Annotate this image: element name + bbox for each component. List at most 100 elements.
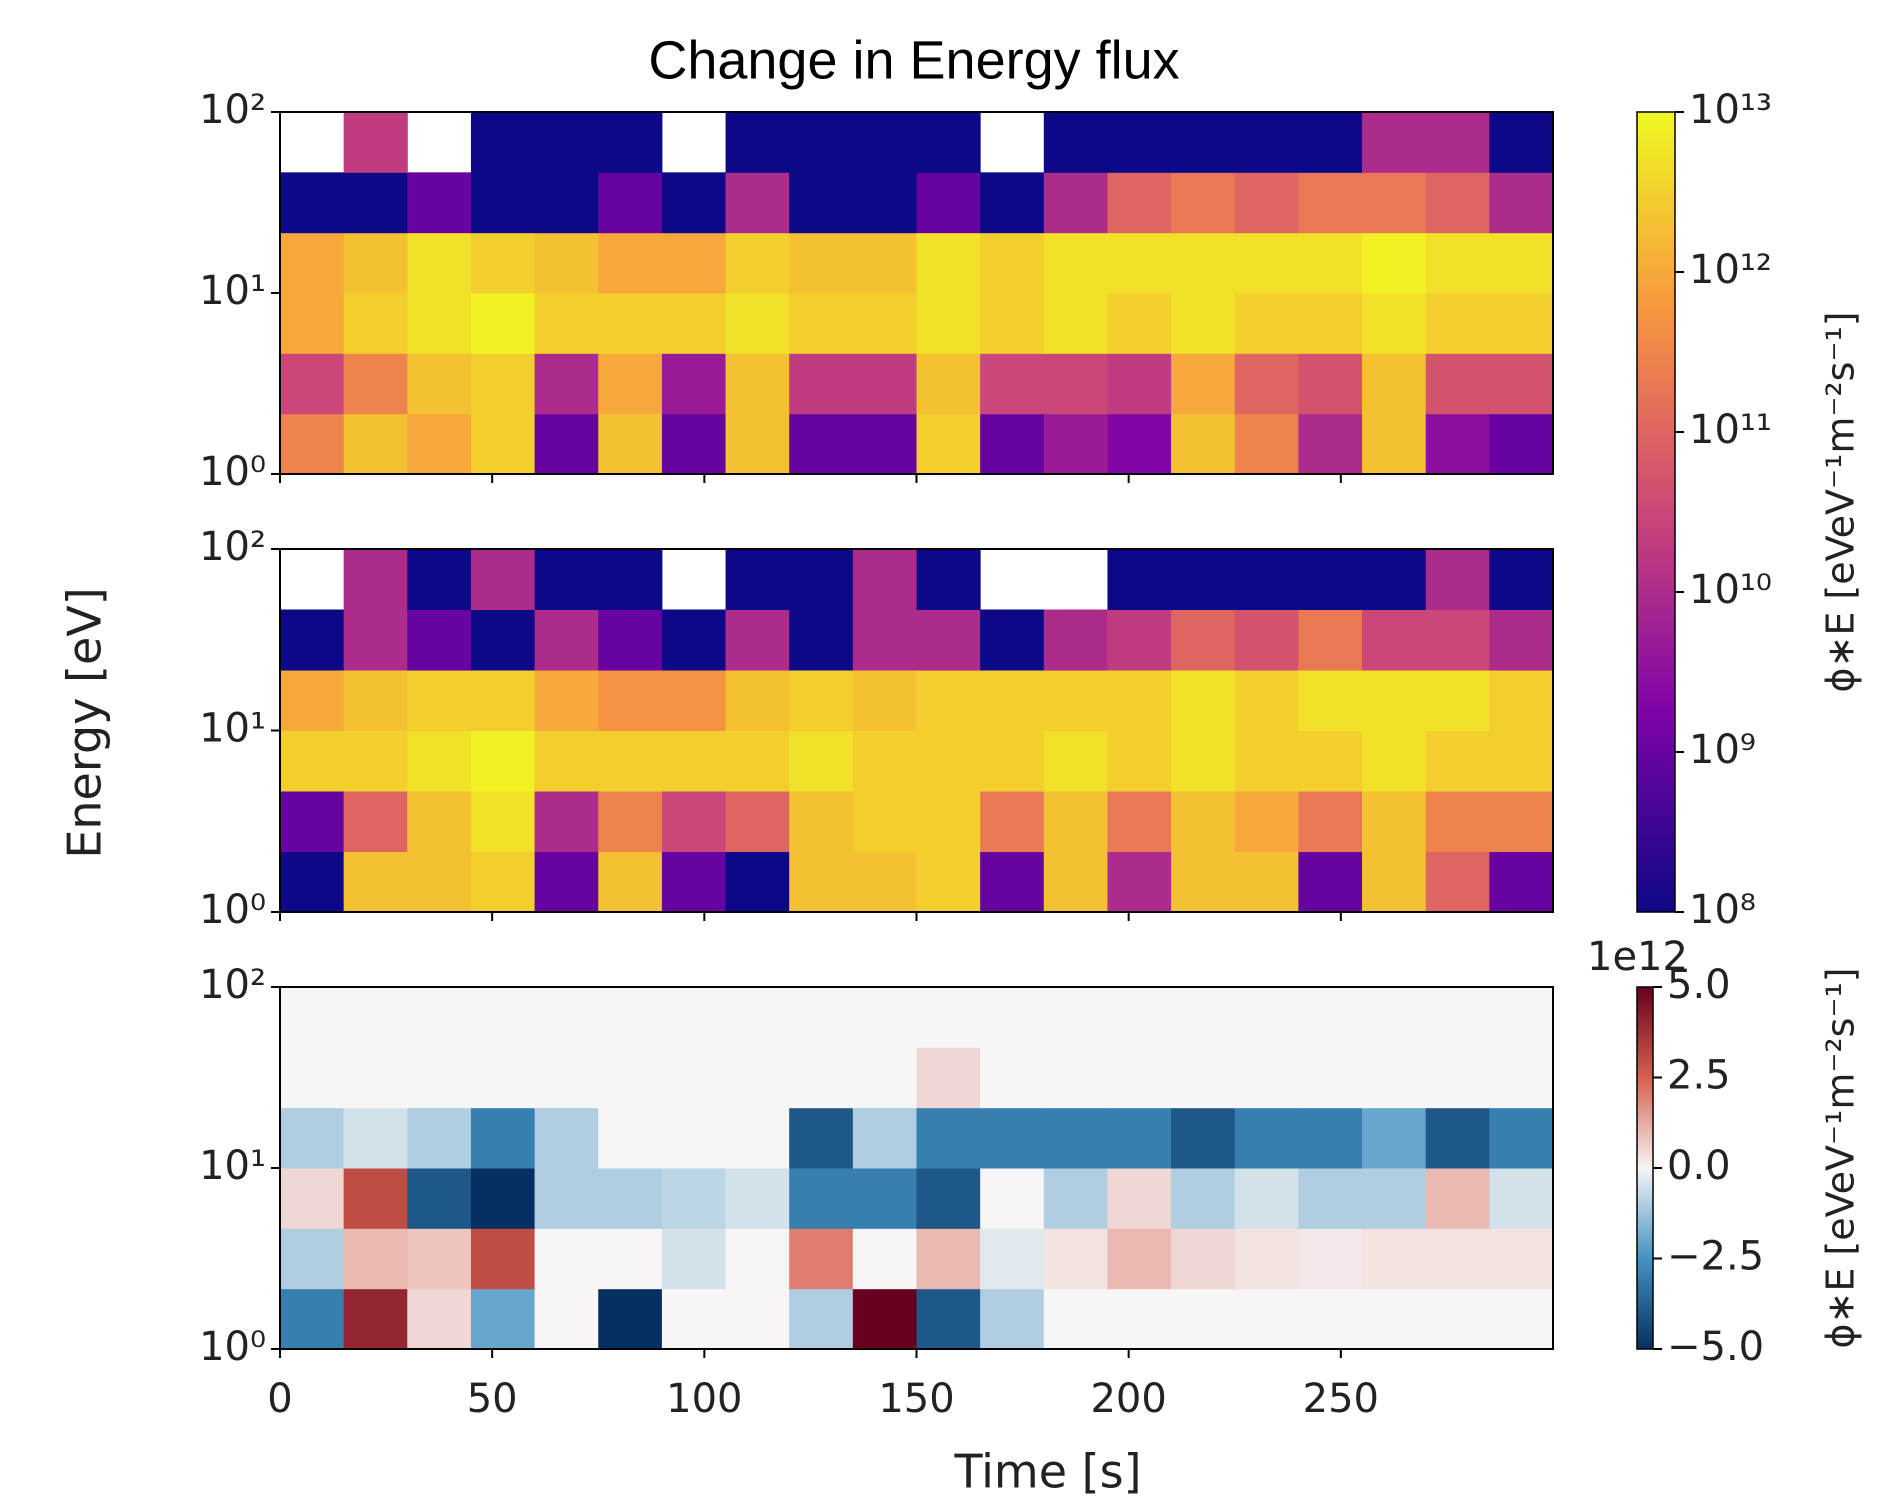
heat-cell xyxy=(407,293,472,354)
heat-cell xyxy=(1043,730,1108,792)
heat-cell xyxy=(980,1047,1045,1109)
colorbar-tick-label: 10¹¹ xyxy=(1689,407,1772,453)
heat-cell xyxy=(661,172,727,234)
heat-cell xyxy=(598,851,663,913)
colorbar-label: ϕ∗E [eVeV⁻¹m⁻²s⁻¹] xyxy=(1819,967,1863,1348)
heat-cell xyxy=(980,670,1045,731)
y-tick-label: 10² xyxy=(199,962,266,1008)
heat-cell xyxy=(1425,1228,1490,1290)
heat-cell xyxy=(661,1168,727,1229)
heat-cell xyxy=(1362,293,1427,354)
y-tick-label: 10² xyxy=(199,524,266,570)
heat-cell xyxy=(725,1168,790,1229)
heat-cell xyxy=(789,851,854,913)
heat-cell xyxy=(534,851,599,913)
heat-cell xyxy=(1362,1047,1427,1109)
heat-cell xyxy=(598,987,663,1048)
heat-cell xyxy=(598,790,663,853)
heat-cell xyxy=(534,1168,599,1229)
heat-cell xyxy=(725,730,790,792)
heat-cell xyxy=(1298,549,1363,610)
heat-cell xyxy=(661,790,727,853)
heat-cell xyxy=(661,353,727,415)
heat-cell xyxy=(1298,1107,1363,1169)
heat-cell xyxy=(1298,987,1363,1048)
heat-cell xyxy=(1425,730,1490,792)
heat-cell xyxy=(661,1107,727,1169)
heat-cell xyxy=(280,353,345,415)
heat-cell xyxy=(470,353,536,415)
heat-cell xyxy=(661,851,727,913)
heat-cell xyxy=(1107,987,1172,1048)
heat-cell xyxy=(534,987,599,1048)
heat-cell xyxy=(1043,609,1108,671)
colorbar-label: ϕ∗E [eVeV⁻¹m⁻²s⁻¹] xyxy=(1819,311,1863,692)
heat-cell xyxy=(1425,851,1490,913)
heat-cell xyxy=(470,232,536,294)
heat-cell xyxy=(980,987,1045,1048)
heat-cell xyxy=(852,987,917,1048)
heat-cell xyxy=(1171,1047,1236,1109)
heat-cell xyxy=(980,172,1045,234)
heat-cell xyxy=(1489,730,1554,792)
heat-cell xyxy=(598,172,663,234)
heat-cell xyxy=(407,232,472,294)
heat-cell xyxy=(1171,413,1236,475)
heat-cell xyxy=(789,609,854,671)
heat-cell xyxy=(1362,670,1427,731)
heat-cell xyxy=(343,112,408,173)
heat-cell xyxy=(725,987,790,1048)
heat-cell xyxy=(1362,851,1427,913)
heat-cell xyxy=(598,413,663,475)
heat-cell xyxy=(1043,790,1108,853)
heat-cell xyxy=(1234,851,1299,913)
heat-cell xyxy=(1234,1047,1299,1109)
heat-cell xyxy=(980,232,1045,294)
y-tick-label: 10⁰ xyxy=(199,887,266,933)
heat-cell xyxy=(534,353,599,415)
heat-cell xyxy=(980,730,1045,792)
heat-cell xyxy=(598,730,663,792)
heat-cell xyxy=(470,293,536,354)
heat-cell xyxy=(1489,353,1554,415)
heat-cell xyxy=(661,1228,727,1290)
heat-cell xyxy=(852,549,917,610)
heat-cell xyxy=(1043,1168,1108,1229)
heat-cell xyxy=(1107,293,1172,354)
heat-cell xyxy=(1234,670,1299,731)
heat-cell xyxy=(661,670,727,731)
heat-cell xyxy=(1107,353,1172,415)
colorbar-tick-label: 5.0 xyxy=(1667,962,1731,1008)
y-tick-label: 10⁰ xyxy=(199,449,266,495)
heat-cell xyxy=(1043,232,1108,294)
heat-cell xyxy=(661,413,727,475)
heat-cell xyxy=(1234,232,1299,294)
heat-cell xyxy=(661,1047,727,1109)
heat-cell xyxy=(1234,353,1299,415)
heat-cell xyxy=(280,172,345,234)
heat-cell xyxy=(343,1288,408,1350)
heat-cell xyxy=(470,172,536,234)
heat-cell xyxy=(916,549,981,610)
heat-cell xyxy=(1171,1228,1236,1290)
heat-cell xyxy=(534,112,599,173)
heat-cell xyxy=(661,987,727,1048)
heat-cell xyxy=(1043,1047,1108,1109)
heat-cell xyxy=(1298,851,1363,913)
heat-cell xyxy=(852,790,917,853)
y-tick-label: 10¹ xyxy=(199,268,266,314)
x-tick-label: 0 xyxy=(267,1376,292,1422)
colorbar-tick-label: 2.5 xyxy=(1667,1053,1731,1099)
x-tick-label: 50 xyxy=(467,1376,518,1422)
heat-cell xyxy=(1489,112,1554,173)
heat-cell xyxy=(725,851,790,913)
heat-cell xyxy=(1043,1107,1108,1169)
heat-cell xyxy=(343,790,408,853)
heat-cell xyxy=(598,609,663,671)
heat-cell xyxy=(280,1168,345,1229)
heat-cell xyxy=(407,1047,472,1109)
heat-cell xyxy=(1425,413,1490,475)
heat-cell xyxy=(407,730,472,792)
heat-cell xyxy=(1362,172,1427,234)
heat-cell xyxy=(725,293,790,354)
